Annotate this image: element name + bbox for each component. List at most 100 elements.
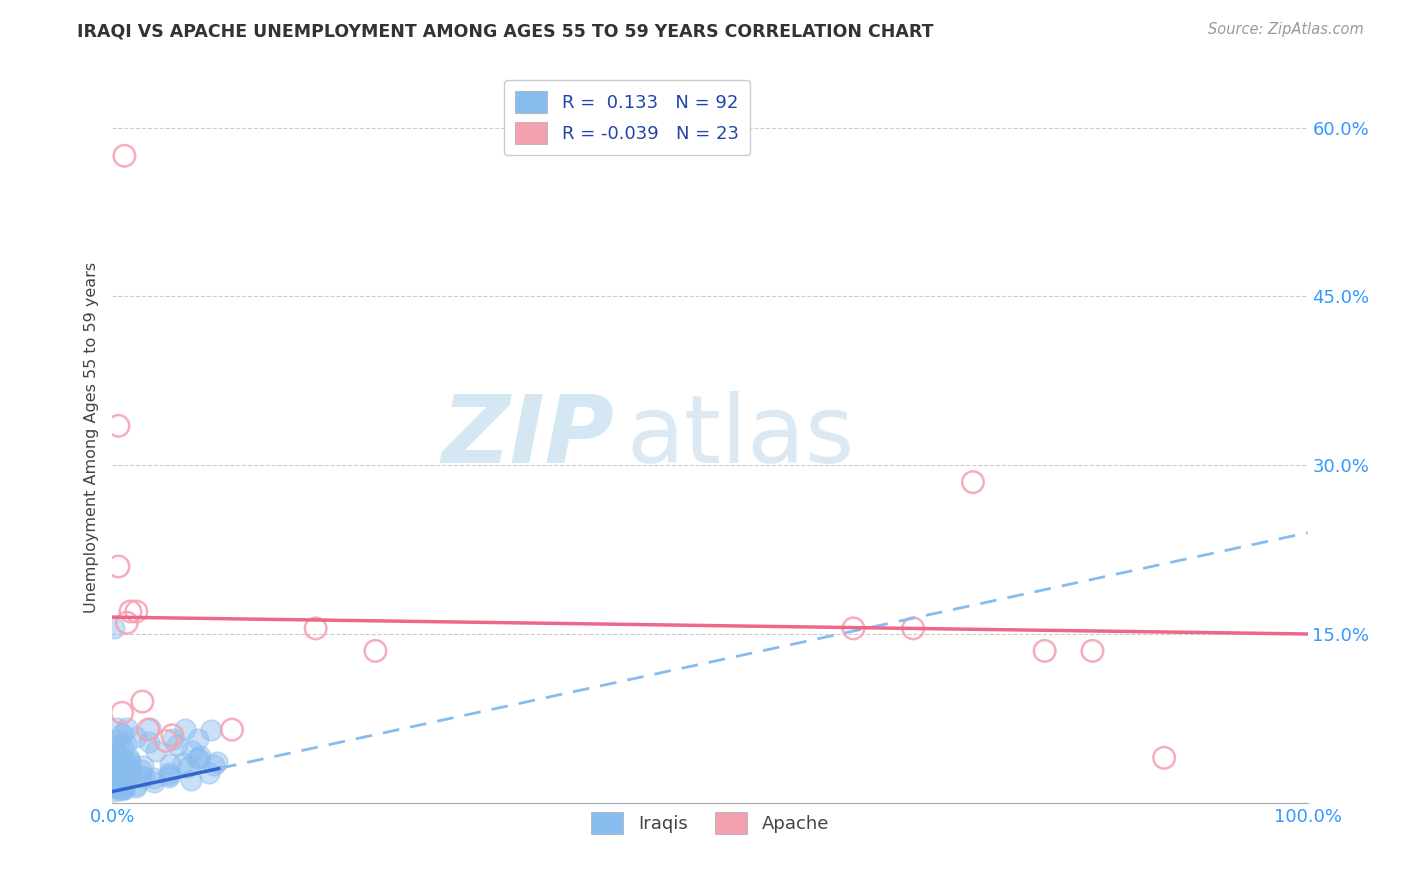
- Point: [221, 723, 243, 737]
- Point: [173, 723, 195, 737]
- Point: [204, 758, 226, 772]
- Point: [155, 734, 177, 748]
- Point: [108, 772, 131, 786]
- Point: [103, 758, 125, 772]
- Point: [101, 772, 124, 786]
- Point: [103, 784, 125, 798]
- Point: [103, 758, 125, 772]
- Point: [138, 735, 160, 749]
- Point: [131, 769, 153, 783]
- Point: [1081, 644, 1104, 658]
- Point: [125, 605, 148, 619]
- Point: [101, 756, 124, 771]
- Point: [180, 772, 202, 787]
- Point: [111, 739, 134, 753]
- Point: [105, 767, 128, 781]
- Point: [103, 767, 125, 781]
- Point: [112, 778, 135, 792]
- Point: [103, 764, 125, 779]
- Point: [111, 755, 134, 769]
- Point: [110, 767, 132, 781]
- Point: [108, 769, 131, 783]
- Point: [111, 706, 134, 720]
- Point: [107, 559, 129, 574]
- Point: [112, 777, 135, 791]
- Point: [114, 754, 136, 768]
- Point: [103, 760, 125, 774]
- Point: [125, 730, 148, 744]
- Point: [105, 767, 128, 781]
- Point: [364, 644, 387, 658]
- Point: [110, 761, 132, 775]
- Point: [162, 728, 183, 742]
- Point: [104, 771, 127, 785]
- Point: [157, 770, 180, 784]
- Point: [120, 764, 142, 779]
- Point: [162, 732, 184, 747]
- Point: [207, 756, 229, 770]
- Point: [104, 780, 127, 795]
- Point: [103, 776, 125, 790]
- Point: [105, 751, 128, 765]
- Point: [101, 756, 124, 771]
- Point: [962, 475, 984, 489]
- Point: [200, 723, 222, 738]
- Point: [108, 772, 131, 786]
- Point: [139, 721, 162, 735]
- Point: [118, 751, 141, 765]
- Point: [118, 754, 141, 768]
- Point: [187, 731, 209, 746]
- Point: [103, 621, 125, 635]
- Point: [105, 749, 128, 764]
- Point: [103, 779, 125, 793]
- Point: [111, 779, 134, 793]
- Point: [186, 751, 208, 765]
- Point: [107, 739, 129, 754]
- Point: [107, 747, 129, 761]
- Point: [188, 749, 211, 764]
- Legend: Iraqis, Apache: Iraqis, Apache: [581, 801, 839, 845]
- Point: [108, 757, 131, 772]
- Point: [112, 781, 135, 796]
- Point: [172, 756, 194, 771]
- Point: [104, 738, 127, 752]
- Point: [112, 782, 135, 797]
- Point: [104, 770, 127, 784]
- Point: [177, 760, 200, 774]
- Point: [125, 780, 148, 794]
- Point: [305, 621, 328, 635]
- Point: [903, 621, 925, 635]
- Point: [1153, 751, 1175, 765]
- Point: [104, 733, 127, 747]
- Point: [108, 777, 131, 791]
- Point: [103, 780, 125, 795]
- Point: [111, 760, 134, 774]
- Point: [842, 621, 865, 635]
- Y-axis label: Unemployment Among Ages 55 to 59 years: Unemployment Among Ages 55 to 59 years: [83, 261, 98, 613]
- Point: [105, 721, 128, 735]
- Point: [101, 771, 124, 785]
- Point: [117, 756, 139, 770]
- Point: [138, 723, 160, 737]
- Point: [157, 765, 180, 780]
- Text: IRAQI VS APACHE UNEMPLOYMENT AMONG AGES 55 TO 59 YEARS CORRELATION CHART: IRAQI VS APACHE UNEMPLOYMENT AMONG AGES …: [77, 22, 934, 40]
- Point: [103, 765, 125, 780]
- Point: [166, 739, 188, 753]
- Point: [157, 768, 180, 782]
- Point: [180, 744, 202, 758]
- Text: atlas: atlas: [627, 391, 855, 483]
- Point: [131, 694, 153, 708]
- Point: [107, 418, 129, 433]
- Point: [115, 722, 138, 736]
- Point: [104, 763, 127, 777]
- Point: [131, 763, 153, 777]
- Point: [103, 772, 125, 786]
- Point: [110, 773, 132, 788]
- Point: [107, 776, 129, 790]
- Point: [145, 744, 167, 758]
- Point: [132, 770, 155, 784]
- Text: Source: ZipAtlas.com: Source: ZipAtlas.com: [1208, 22, 1364, 37]
- Point: [114, 149, 135, 163]
- Point: [143, 771, 166, 785]
- Point: [188, 752, 211, 766]
